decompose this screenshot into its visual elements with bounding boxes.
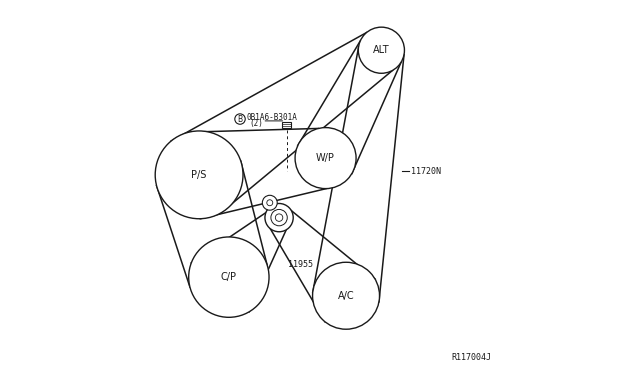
Text: ALT: ALT	[373, 45, 390, 55]
Circle shape	[312, 262, 380, 329]
Circle shape	[358, 27, 404, 73]
Text: (2): (2)	[249, 119, 263, 128]
Circle shape	[271, 209, 287, 226]
Text: P/S: P/S	[191, 170, 207, 180]
Text: W/P: W/P	[316, 153, 335, 163]
Circle shape	[267, 200, 273, 206]
Text: R117004J: R117004J	[451, 353, 491, 362]
Circle shape	[189, 237, 269, 317]
Text: C/P: C/P	[221, 272, 237, 282]
Circle shape	[156, 131, 243, 219]
Circle shape	[262, 195, 277, 210]
Circle shape	[295, 128, 356, 189]
Text: B: B	[237, 115, 243, 124]
Circle shape	[265, 203, 293, 232]
Circle shape	[275, 214, 283, 221]
Text: 0B1A6-B301A: 0B1A6-B301A	[246, 113, 298, 122]
Text: A/C: A/C	[338, 291, 355, 301]
Text: 11720N: 11720N	[411, 167, 441, 176]
Text: 11955: 11955	[289, 260, 314, 269]
Polygon shape	[282, 122, 291, 128]
